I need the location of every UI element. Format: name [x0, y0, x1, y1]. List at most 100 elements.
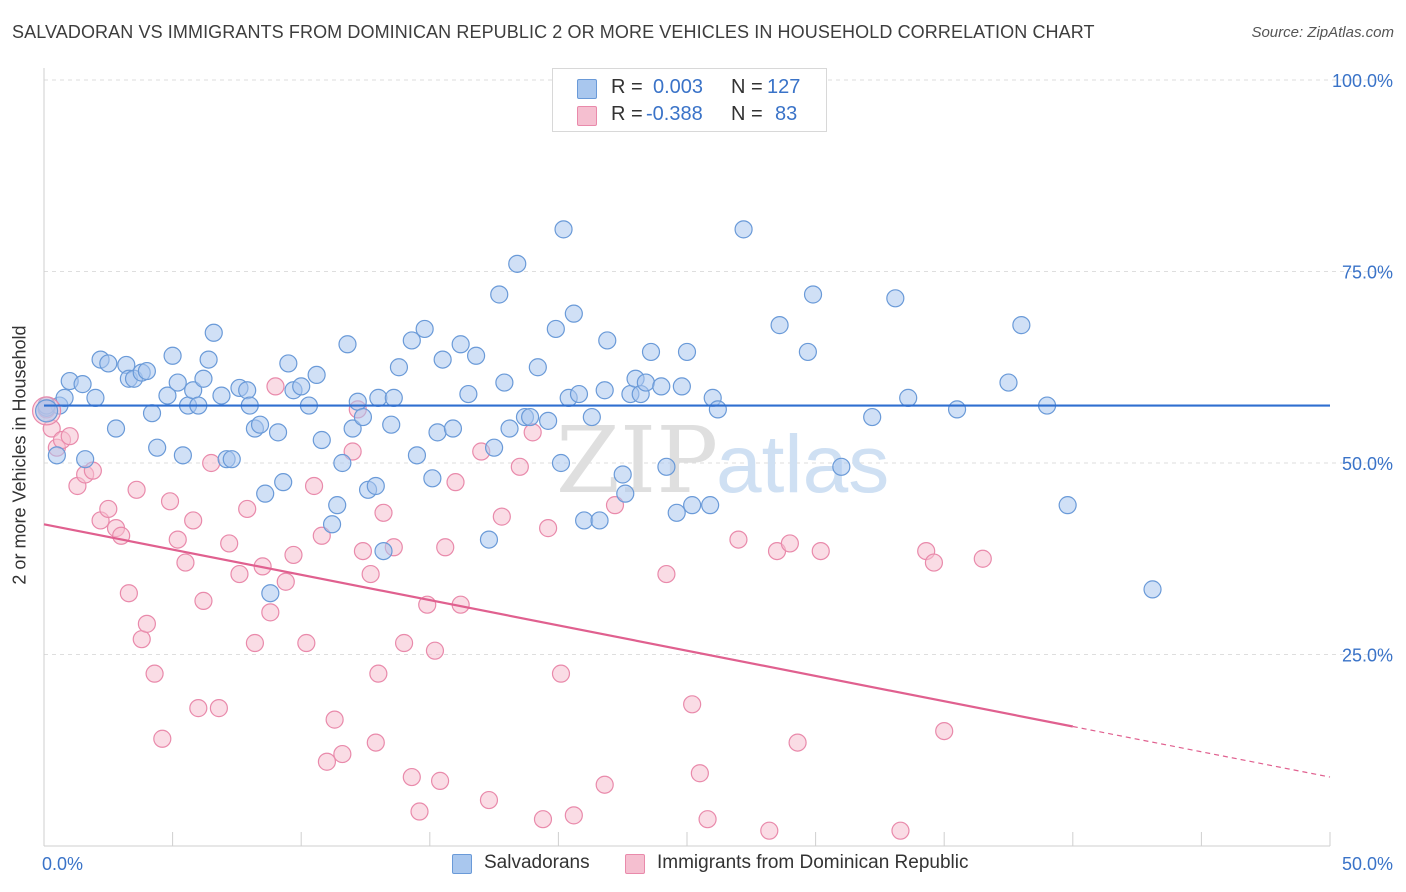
data-point: [312, 430, 331, 450]
data-point: [238, 499, 257, 519]
data-point: [415, 319, 434, 339]
data-point: [667, 503, 686, 522]
x-tick-label: 50.0%: [1342, 854, 1393, 874]
data-point: [734, 220, 753, 239]
y-tick-label: 50.0%: [1342, 454, 1393, 474]
data-point: [73, 375, 92, 394]
data-point: [384, 388, 403, 407]
data-point: [402, 767, 421, 787]
data-point: [317, 752, 337, 771]
data-point: [47, 446, 66, 465]
data-point: [423, 469, 442, 488]
data-point: [590, 511, 609, 530]
data-point: [382, 415, 401, 434]
data-point: [119, 584, 138, 603]
data-point: [430, 771, 450, 790]
data-point: [613, 465, 632, 484]
data-point: [86, 388, 105, 407]
data-point: [466, 346, 486, 365]
data-point: [132, 630, 151, 649]
data-point: [436, 538, 455, 557]
data-point: [256, 484, 275, 503]
data-point: [485, 438, 504, 457]
data-point: [569, 384, 589, 404]
data-point: [551, 453, 571, 473]
data-point: [274, 473, 293, 492]
data-point: [369, 664, 388, 683]
data-point: [199, 350, 218, 369]
blue-swatch: [577, 79, 597, 99]
data-point: [343, 442, 362, 461]
data-point: [999, 373, 1018, 392]
data-point: [523, 423, 542, 442]
y-axis-label: 2 or more Vehicles in Household: [9, 325, 30, 585]
data-point: [245, 633, 265, 653]
data-point: [407, 446, 427, 465]
data-point: [539, 519, 558, 538]
legend-r-label: R =: [611, 76, 643, 98]
data-point: [698, 810, 717, 829]
data-point: [343, 419, 362, 438]
data-point: [76, 450, 95, 469]
data-point: [708, 400, 727, 419]
x-tick-label: 0.0%: [42, 854, 83, 874]
data-point: [353, 407, 373, 427]
data-point: [459, 384, 478, 404]
data-point: [353, 541, 373, 561]
y-tick-label: 100.0%: [1332, 71, 1393, 91]
pink-swatch: [625, 854, 645, 874]
data-point: [168, 530, 187, 549]
data-point: [798, 342, 817, 362]
data-point: [145, 664, 164, 683]
data-point: [546, 319, 565, 339]
data-point: [479, 530, 499, 549]
bottom-legend-label: Immigrants from Dominican Republic: [657, 852, 969, 873]
series-dominican-points: [37, 377, 992, 840]
data-point: [389, 358, 409, 377]
data-point: [238, 381, 257, 400]
bottom-legend-label: Salvadorans: [484, 852, 590, 873]
data-point: [811, 541, 830, 561]
data-point: [564, 304, 583, 323]
data-point: [60, 427, 79, 446]
data-point: [575, 511, 594, 530]
chart-title: SALVADORAN VS IMMIGRANTS FROM DOMINICAN …: [12, 22, 1095, 42]
data-point: [212, 386, 231, 405]
data-point: [582, 407, 601, 427]
data-point: [636, 373, 655, 392]
data-point: [394, 633, 414, 653]
legend-row-salvadorans: R = 0.003 N = 127: [553, 75, 826, 101]
legend-r-value: 0.003: [653, 76, 704, 98]
data-point: [533, 810, 553, 829]
data-point: [276, 572, 295, 591]
data-point: [490, 285, 509, 304]
data-point: [500, 419, 519, 438]
data-point: [292, 377, 311, 396]
data-point: [446, 473, 465, 492]
legend-n-value: 127: [767, 76, 801, 98]
data-point: [142, 404, 162, 423]
data-point: [425, 641, 445, 660]
data-point: [729, 530, 748, 549]
data-point: [495, 373, 514, 392]
pink-swatch: [577, 106, 597, 126]
data-point: [222, 450, 241, 469]
axes: [43, 68, 1331, 847]
data-point: [672, 377, 691, 396]
data-point: [209, 699, 228, 718]
data-point: [261, 584, 280, 603]
legend-r-value: -0.388: [646, 103, 703, 125]
data-point: [250, 415, 270, 434]
data-point: [433, 350, 452, 369]
data-point: [690, 764, 709, 783]
data-point: [230, 564, 249, 584]
data-point: [443, 419, 463, 438]
data-point: [158, 386, 177, 405]
data-point: [220, 534, 239, 553]
legend-n-value: 83: [775, 103, 798, 125]
data-point: [973, 549, 992, 568]
data-point: [539, 411, 558, 430]
data-point: [510, 457, 529, 476]
watermark-atlas: atlas: [716, 419, 889, 510]
